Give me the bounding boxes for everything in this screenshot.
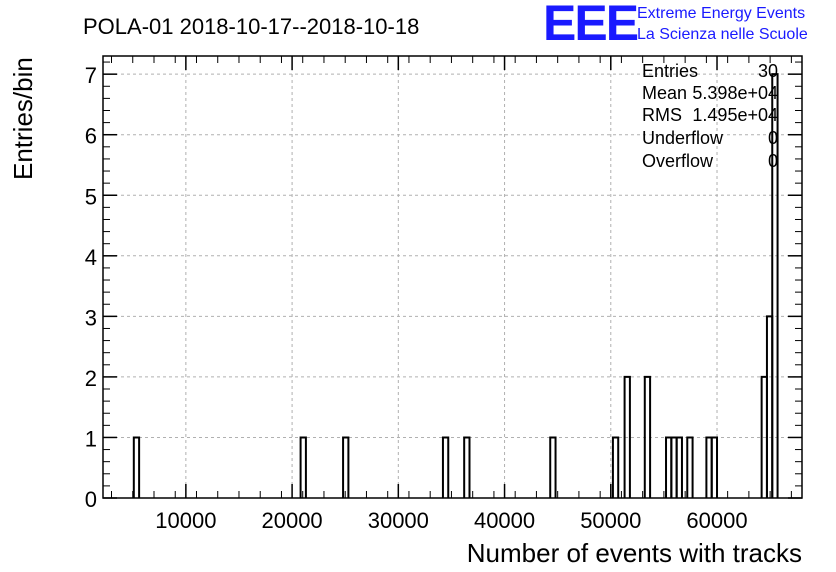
stats-entries-value: 30 <box>758 61 778 81</box>
eee-logo-mark: EEE <box>543 0 638 51</box>
x-axis-ticks: 10000 20000 30000 40000 50000 60000 <box>110 56 792 533</box>
histogram-bin <box>441 436 450 498</box>
stats-overflow-value: 0 <box>768 151 778 171</box>
histogram-bin <box>686 436 694 498</box>
histogram-bin <box>710 436 719 498</box>
histogram-bin <box>771 73 779 498</box>
x-tick-label: 50000 <box>580 508 641 533</box>
eee-logo: EEE Extreme Energy Events La Scienza nel… <box>543 0 808 51</box>
y-tick-label: 2 <box>85 366 97 391</box>
stats-underflow-label: Underflow <box>642 128 724 148</box>
y-axis-ticks: 0 1 2 3 4 5 6 7 <box>85 61 802 512</box>
stats-rms-label: RMS <box>642 105 682 125</box>
grid-lines <box>103 56 802 498</box>
y-tick-label: 4 <box>85 245 97 270</box>
histogram-bin <box>342 436 350 498</box>
histogram-bin <box>675 436 683 498</box>
plot-frame <box>102 55 803 499</box>
stats-overflow-label: Overflow <box>642 151 714 171</box>
histogram-bin <box>463 436 471 498</box>
y-tick-label: 5 <box>85 184 97 209</box>
x-tick-label: 20000 <box>261 508 322 533</box>
histogram-bin <box>299 436 307 498</box>
histogram-bars <box>132 73 779 498</box>
x-tick-label: 40000 <box>474 508 535 533</box>
histogram-bin <box>611 436 620 498</box>
x-tick-label: 10000 <box>155 508 216 533</box>
stats-entries-label: Entries <box>642 61 698 81</box>
x-tick-label: 30000 <box>368 508 429 533</box>
chart-title: POLA-01 2018-10-17--2018-10-18 <box>83 14 419 39</box>
y-tick-label: 3 <box>85 305 97 330</box>
stats-rms-value: 1.495e+04 <box>692 105 778 125</box>
y-tick-label: 1 <box>85 426 97 451</box>
stats-underflow-value: 0 <box>768 128 778 148</box>
x-tick-label: 60000 <box>686 508 747 533</box>
histogram-bin <box>643 375 652 498</box>
y-tick-label: 0 <box>85 487 97 512</box>
histogram-bin <box>623 375 631 498</box>
y-axis-label: Entries/bin <box>8 57 38 180</box>
x-axis-label: Number of events with tracks <box>467 538 802 568</box>
stats-box: Entries 30 Mean 5.398e+04 RMS 1.495e+04 … <box>642 61 778 171</box>
eee-logo-line1: Extreme Energy Events <box>637 5 805 22</box>
y-tick-label: 7 <box>85 63 97 88</box>
histogram-bin <box>132 436 141 498</box>
stats-mean-label: Mean <box>642 83 687 103</box>
histogram-bin <box>549 436 557 498</box>
eee-logo-line2: La Scienza nelle Scuole <box>637 26 808 43</box>
stats-mean-value: 5.398e+04 <box>692 83 778 103</box>
y-tick-label: 6 <box>85 124 97 149</box>
